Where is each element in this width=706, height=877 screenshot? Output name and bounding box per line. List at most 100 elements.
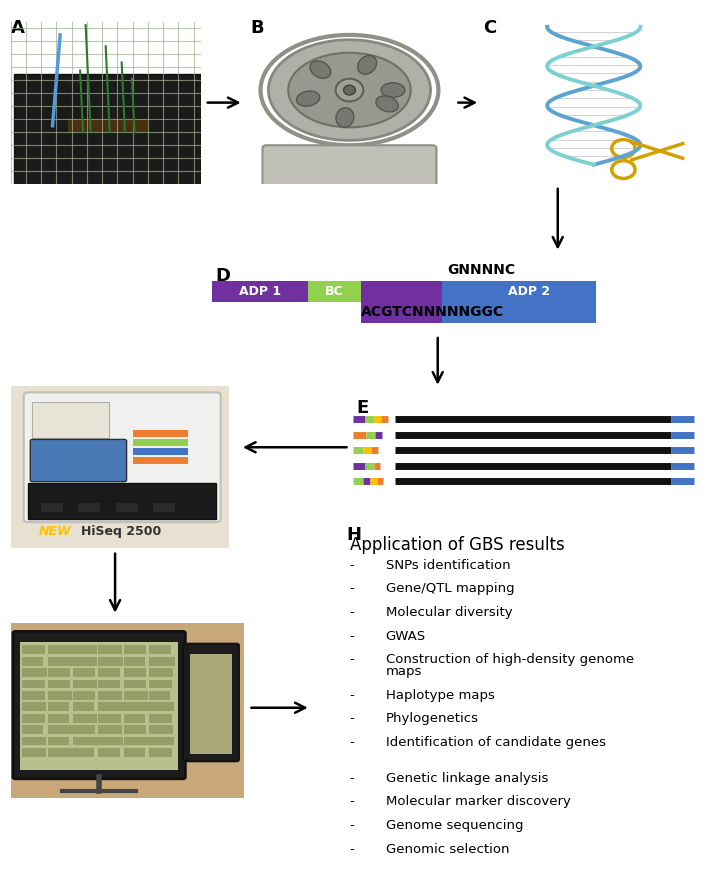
Bar [47,714,69,723]
Bar [98,702,124,711]
Bar [308,281,361,302]
Bar [149,748,172,757]
Text: Genome sequencing: Genome sequencing [385,819,523,832]
Ellipse shape [358,55,376,75]
Bar [47,725,73,734]
Ellipse shape [288,53,411,127]
Bar [73,645,97,654]
Text: Molecular diversity: Molecular diversity [385,606,513,619]
Bar [124,748,145,757]
Bar [47,748,73,757]
Bar [41,503,63,512]
Ellipse shape [336,108,354,127]
Text: A: A [11,19,25,38]
Circle shape [335,79,364,102]
Text: ADP 2: ADP 2 [508,285,550,297]
Bar [149,668,173,677]
Text: Gene/QTL mapping: Gene/QTL mapping [385,582,514,595]
Bar [361,302,442,323]
Bar [47,691,72,700]
Text: Construction of high-density genome: Construction of high-density genome [385,653,634,667]
Bar [73,668,95,677]
Bar [124,645,145,654]
Text: BC: BC [325,285,344,297]
Bar [124,725,146,734]
Text: Genomic selection: Genomic selection [385,843,509,856]
Bar [124,702,149,711]
Bar [47,737,69,745]
Bar [124,657,145,666]
Bar [20,642,179,770]
Text: -: - [349,736,354,749]
Text: D: D [215,267,230,286]
FancyBboxPatch shape [263,146,436,188]
Bar [98,714,121,723]
Text: Identification of candidate genes: Identification of candidate genes [385,736,606,749]
Bar [442,302,596,323]
Bar [149,737,174,745]
Bar [73,691,95,700]
Text: -: - [349,559,354,572]
Text: Genetic linkage analysis: Genetic linkage analysis [385,772,548,785]
Bar [23,668,47,677]
Text: -: - [349,712,354,725]
Bar [462,281,596,302]
FancyBboxPatch shape [183,644,239,761]
Bar [153,503,175,512]
FancyBboxPatch shape [30,439,126,481]
Bar [98,645,122,654]
Bar [133,439,188,446]
Bar [47,680,70,688]
Text: NEW: NEW [39,525,72,538]
Text: -: - [349,630,354,643]
Bar [73,657,97,666]
Bar [23,737,46,745]
Bar [190,654,232,754]
Bar [73,748,95,757]
Bar [212,281,308,302]
Bar [98,668,120,677]
Bar [23,725,43,734]
Text: -: - [349,606,354,619]
Bar [149,680,172,688]
Ellipse shape [310,61,330,78]
Bar [98,680,120,688]
Bar [149,645,171,654]
Bar [68,119,148,132]
Bar [98,691,122,700]
Bar [73,725,95,734]
Text: -: - [349,795,354,809]
Bar [47,645,73,654]
Ellipse shape [268,39,431,140]
Bar [149,714,172,723]
Bar [361,281,442,302]
Bar [73,680,97,688]
Text: C: C [484,19,497,38]
Bar [23,714,44,723]
Text: HiSeq 2500: HiSeq 2500 [80,525,161,538]
FancyBboxPatch shape [14,74,201,232]
Text: Molecular marker discovery: Molecular marker discovery [385,795,570,809]
FancyBboxPatch shape [13,631,185,779]
Bar [23,702,46,711]
Bar [124,691,148,700]
Bar [23,645,45,654]
Text: E: E [357,399,369,417]
Bar [47,657,73,666]
Text: -: - [349,772,354,785]
Text: -: - [349,688,354,702]
Text: Application of GBS results: Application of GBS results [349,536,564,553]
Bar [73,702,95,711]
Bar [98,657,123,666]
Bar [73,737,99,745]
Bar [133,431,188,437]
Text: ACGTCNNNNNGGC: ACGTCNNNNNGGC [361,305,504,319]
Bar [116,503,138,512]
Text: GWAS: GWAS [385,630,426,643]
Bar [149,702,174,711]
Bar [23,680,45,688]
Bar [124,737,149,745]
Ellipse shape [376,96,398,112]
Text: -: - [349,843,354,856]
Bar [23,748,46,757]
